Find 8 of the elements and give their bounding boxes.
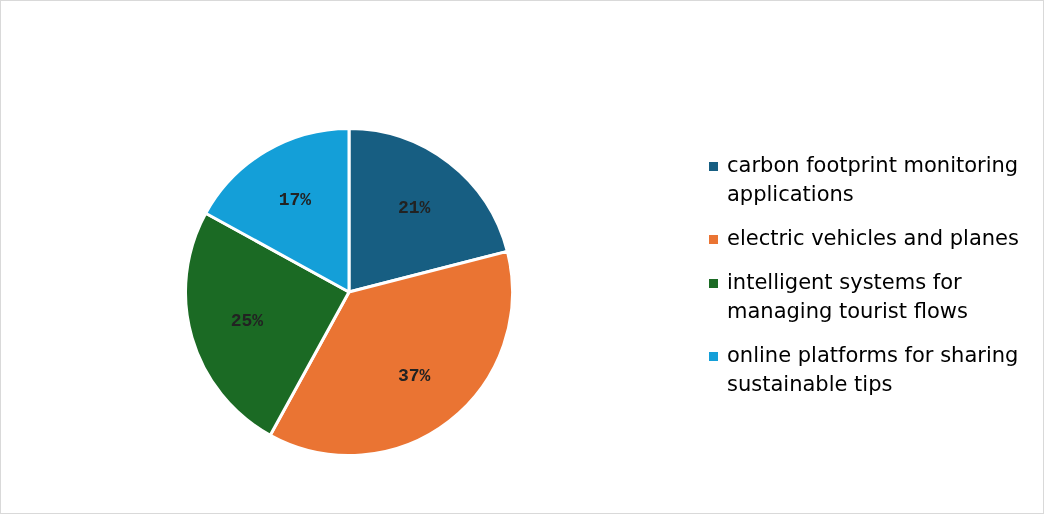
data-label: 17% bbox=[278, 190, 312, 211]
legend-label: intelligent systems for managing tourist flows bbox=[726, 269, 969, 325]
legend-label: online platforms for sharing sustainable tips bbox=[726, 342, 1020, 398]
legend-label: carbon footprint monitoring applications bbox=[726, 152, 1020, 208]
data-label: 37% bbox=[397, 365, 431, 386]
legend-label: electric vehicles and planes bbox=[726, 225, 1020, 252]
data-label: 25% bbox=[230, 311, 264, 332]
data-label: 21% bbox=[397, 197, 431, 218]
